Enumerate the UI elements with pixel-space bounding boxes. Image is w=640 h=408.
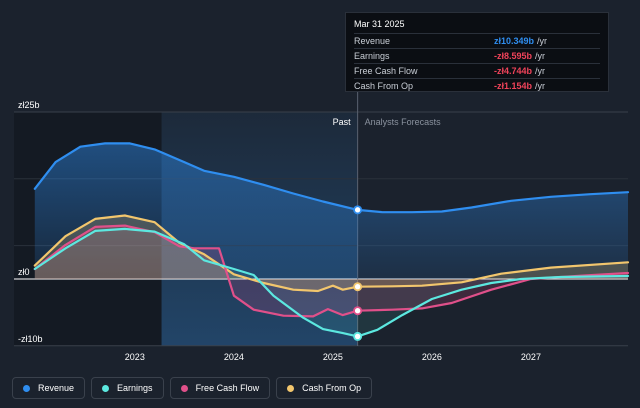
tooltip-unit: /yr <box>535 51 546 61</box>
legend-label: Earnings <box>117 383 153 393</box>
tooltip: Mar 31 2025 Revenue zł10.349b /yr Earnin… <box>345 12 609 92</box>
legend-dot-icon <box>287 384 295 392</box>
revenue-marker <box>353 205 363 215</box>
tooltip-row-revenue: Revenue zł10.349b /yr <box>354 33 600 48</box>
legend-label: Revenue <box>38 383 75 393</box>
x-tick-label: 2024 <box>224 352 244 362</box>
free-cash-flow-marker <box>353 306 363 316</box>
tooltip-date: Mar 31 2025 <box>354 19 405 29</box>
tooltip-row-free-cash-flow: Free Cash Flow -zł4.744b /yr <box>354 63 600 78</box>
free-cash-flow-area <box>34 225 629 317</box>
legend-label: Cash From Op <box>302 383 362 393</box>
legend-dot-icon <box>23 384 30 392</box>
x-tick-label: 2025 <box>323 352 343 362</box>
earnings-marker <box>353 331 363 341</box>
free-cash-flow-line <box>33 224 630 318</box>
y-tick-label: -zł10b <box>18 334 43 344</box>
tooltip-label: Free Cash Flow <box>354 66 418 76</box>
earnings-area <box>34 228 629 337</box>
x-tick-label: 2023 <box>125 352 145 362</box>
tooltip-row-cash-from-op: Cash From Op -zł1.154b /yr <box>354 78 600 93</box>
tooltip-unit: /yr <box>535 66 546 76</box>
earnings-line <box>33 227 630 338</box>
past-label: Past <box>333 117 352 127</box>
y-tick-label: zł0 <box>18 267 30 277</box>
tooltip-unit: /yr <box>535 81 546 91</box>
legend: Revenue Earnings Free Cash Flow Cash Fro… <box>12 377 373 399</box>
tooltip-value: zł10.349b <box>494 36 535 46</box>
tooltip-row-earnings: Earnings -zł8.595b /yr <box>354 48 600 63</box>
x-tick-label: 2027 <box>521 352 541 362</box>
cash-from-op-marker <box>353 282 363 292</box>
legend-item-earnings[interactable]: Earnings <box>91 377 164 399</box>
tooltip-unit: /yr <box>537 36 548 46</box>
forecast-label: Analysts Forecasts <box>365 117 442 127</box>
tooltip-value: -zł4.744b <box>494 66 533 76</box>
x-tick-label: 2026 <box>422 352 442 362</box>
legend-dot-icon <box>102 384 110 392</box>
legend-item-cash-from-op[interactable]: Cash From Op <box>276 377 373 399</box>
tooltip-label: Cash From Op <box>354 81 414 91</box>
legend-dot-icon <box>180 384 188 392</box>
legend-label: Free Cash Flow <box>195 383 260 393</box>
tooltip-label: Revenue <box>354 36 391 46</box>
tooltip-label: Earnings <box>354 51 390 61</box>
cash-from-op-line <box>33 214 630 293</box>
tooltip-value: -zł1.154b <box>494 81 533 91</box>
legend-item-free-cash-flow[interactable]: Free Cash Flow <box>169 377 271 399</box>
legend-item-revenue[interactable]: Revenue <box>12 377 86 399</box>
tooltip-value: -zł8.595b <box>494 51 533 61</box>
revenue-line <box>33 142 630 214</box>
cash-from-op-area <box>34 215 629 291</box>
y-tick-label: zł25b <box>18 100 40 110</box>
